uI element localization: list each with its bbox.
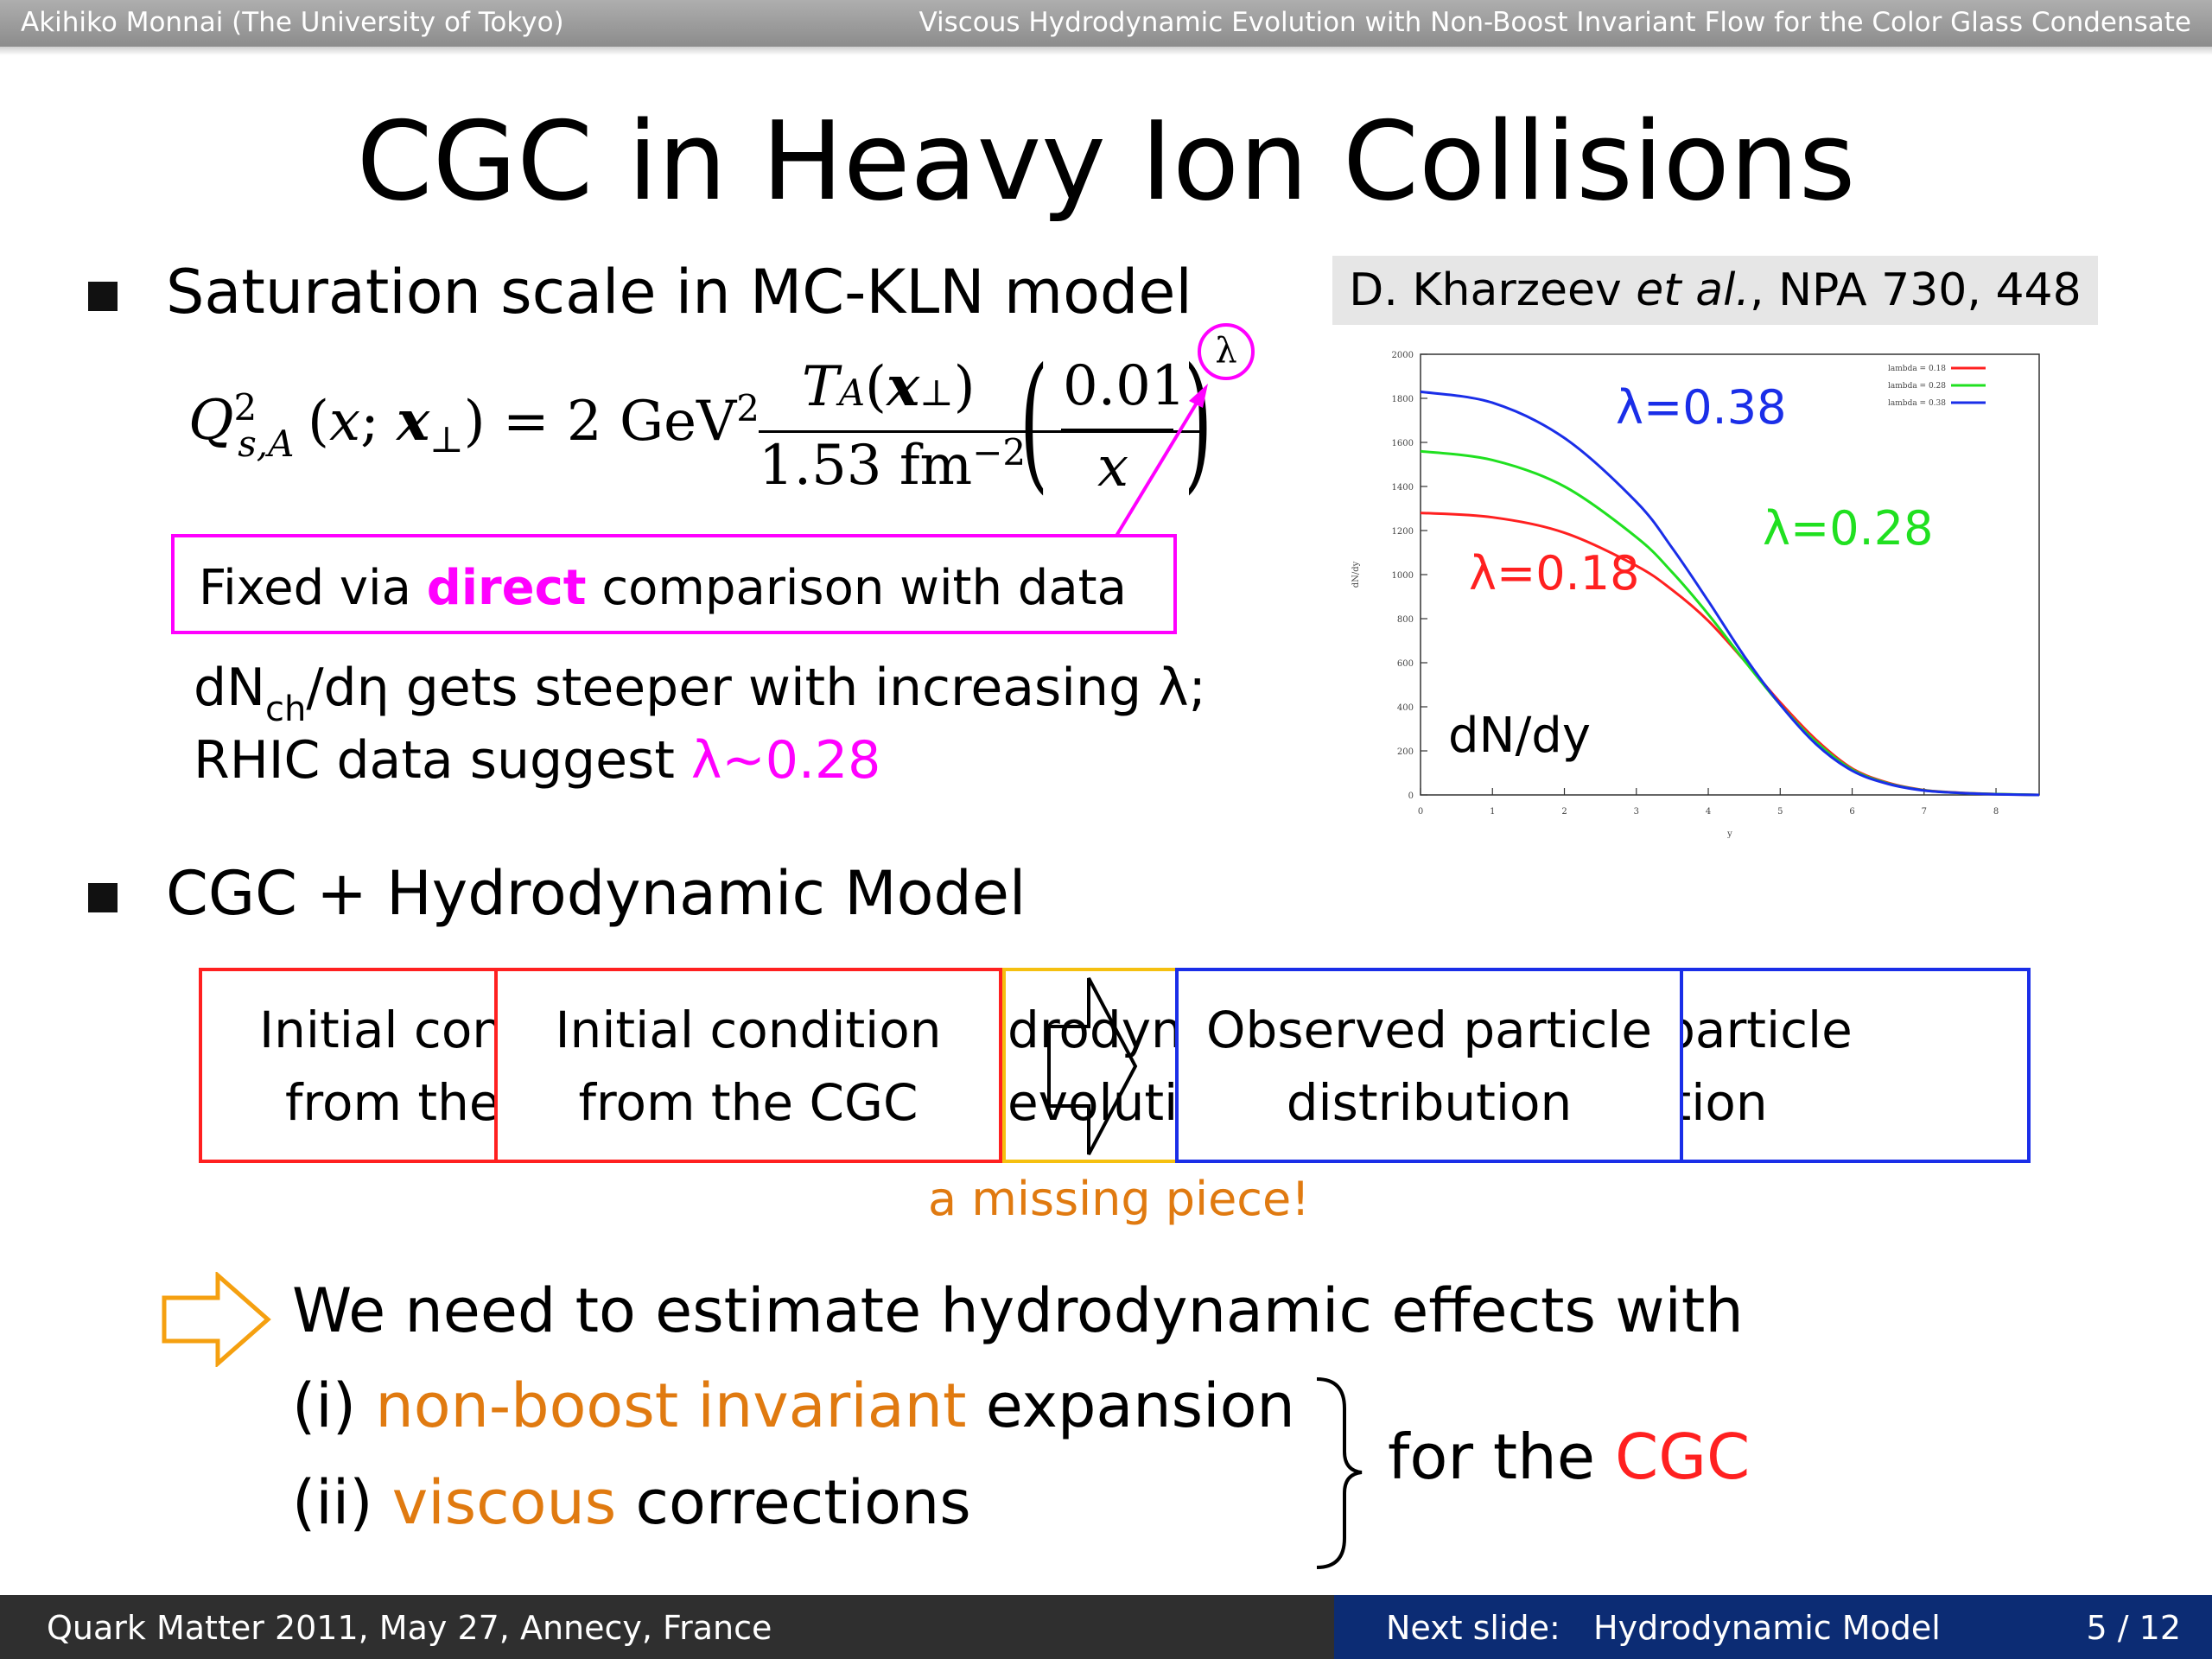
- y-tick-label: 1800: [1392, 395, 1414, 404]
- y-axis-label: dN/dy: [1351, 561, 1361, 588]
- flow-box3-line2: evoluti: [1007, 1073, 1179, 1132]
- flow-box-initial-back: Initial con from the: [199, 968, 510, 1163]
- lambda-annotation-2: λ=0.18: [1469, 546, 1639, 601]
- x-tick-label: 7: [1922, 807, 1927, 817]
- y-tick-label: 1000: [1392, 571, 1414, 581]
- x-tick-label: 2: [1561, 807, 1567, 817]
- lambda-annotation-1: λ=0.28: [1763, 501, 1933, 556]
- fixed-via-box: Fixed via direct comparison with data: [171, 534, 1177, 634]
- side-pre: for the: [1388, 1421, 1615, 1493]
- for-the-cgc: for the CGC: [1388, 1421, 1750, 1493]
- bullet-square-icon: [88, 282, 118, 311]
- flow-box-observed: Observed particle distribution: [1175, 968, 1683, 1163]
- x-tick-label: 8: [1993, 807, 1999, 817]
- header-talk-title: Viscous Hydrodynamic Evolution with Non-…: [918, 7, 2191, 38]
- footer-next-title[interactable]: Hydrodynamic Model: [1593, 1609, 1941, 1647]
- flow-box3-line1: drodyn: [1007, 1001, 1183, 1059]
- flow-arrow-icon: [1047, 977, 1138, 1155]
- conclusion-arrow-icon: [162, 1272, 271, 1367]
- reference-box: D. Kharzeev et al., NPA 730, 448: [1332, 256, 2098, 325]
- missing-piece-note: a missing piece!: [928, 1172, 1310, 1226]
- y-tick-label: 600: [1397, 659, 1414, 669]
- flow-box4-line1: Observed particle: [1205, 1001, 1653, 1059]
- rhic-text: RHIC data suggest λ~0.28: [194, 724, 880, 797]
- flow-box2-line1: Initial condition: [555, 1001, 942, 1059]
- ref-journal: , NPA 730, 448: [1750, 264, 2082, 316]
- legend-label-0: lambda = 0.18: [1888, 365, 1946, 373]
- slide-title: CGC in Heavy Ion Collisions: [356, 98, 1856, 225]
- x-tick-label: 0: [1418, 807, 1423, 817]
- fixed-highlight: direct: [426, 560, 587, 616]
- y-tick-label: 1200: [1392, 527, 1414, 537]
- y-tick-label: 1600: [1392, 439, 1414, 448]
- saturation-formula: Q2s,A (x; x⊥) = 2 GeV2 TA(x⊥) 1.53 fm−2: [188, 354, 1225, 510]
- formula-ratio: ( 0.01 x ): [1020, 337, 1213, 508]
- y-tick-label: 400: [1397, 703, 1414, 713]
- legend-label-2: lambda = 0.38: [1888, 399, 1946, 408]
- slide-header: Akihiko Monnai (The University of Tokyo)…: [0, 0, 2212, 47]
- overlay-dndy-label: dN/dy: [1448, 708, 1591, 764]
- y-tick-label: 200: [1397, 747, 1414, 757]
- footer-next-label: Next slide:: [1386, 1609, 1560, 1647]
- fixed-post: comparison with data: [586, 560, 1127, 616]
- fixed-pre: Fixed via: [199, 560, 427, 616]
- lambda-arrow: [1115, 384, 1208, 537]
- flow-diagram: Initial con from the drodyn evoluti Init…: [199, 968, 2031, 1163]
- flow-box2-line2: from the CGC: [578, 1073, 918, 1132]
- line3-post: corrections: [616, 1467, 971, 1538]
- slide-footer: Quark Matter 2011, May 27, Annecy, Franc…: [0, 1595, 2212, 1659]
- bullet-square-icon-2: [88, 883, 118, 912]
- x-tick-label: 3: [1634, 807, 1639, 817]
- x-tick-label: 5: [1777, 807, 1783, 817]
- ref-etal: et al.: [1636, 264, 1751, 316]
- flow-box1-line2: from the: [285, 1073, 500, 1132]
- lambda-annotation-0: λ=0.38: [1616, 380, 1786, 435]
- curly-brace-icon: [1316, 1377, 1363, 1569]
- steep-sub: ch: [264, 690, 307, 729]
- lambda-symbol: λ: [1215, 331, 1237, 371]
- ref-author: D. Kharzeev: [1349, 264, 1637, 316]
- x-tick-label: 1: [1490, 807, 1495, 817]
- y-tick-label: 2000: [1392, 351, 1414, 360]
- bullet-cgc-hydro: CGC + Hydrodynamic Model: [166, 858, 1027, 929]
- x-tick-label: 6: [1849, 807, 1854, 817]
- conclusion-line2: (i) non-boost invariant expansion: [292, 1370, 1295, 1441]
- y-tick-label: 1400: [1392, 483, 1414, 493]
- dndy-chart: 0 200 400 600 800 1000 1200 1400 1600 1800 2000 0 1 2…: [1351, 351, 2040, 839]
- legend-label-1: lambda = 0.28: [1888, 382, 1946, 391]
- x-tick-label: 4: [1706, 807, 1711, 817]
- line2-post: expansion: [966, 1370, 1295, 1441]
- header-shadow: [0, 47, 2212, 55]
- line2-pre: (i): [292, 1370, 376, 1441]
- line3-highlight: viscous: [391, 1467, 617, 1538]
- y-tick-label: 800: [1397, 615, 1414, 625]
- conclusion-line3: (ii) viscous corrections: [292, 1467, 971, 1538]
- header-author: Akihiko Monnai (The University of Tokyo): [21, 7, 564, 38]
- y-tick-label: 0: [1408, 791, 1414, 801]
- footer-next-panel: Next slide: Hydrodynamic Model 5 / 12: [1334, 1595, 2212, 1659]
- flow-box-initial: Initial condition from the CGC: [494, 968, 1002, 1163]
- footer-page-number: 5 / 12: [2086, 1609, 2182, 1647]
- conclusion-line1: We need to estimate hydrodynamic effects…: [292, 1275, 1744, 1346]
- line3-pre: (ii): [292, 1467, 392, 1538]
- steeper-text: dNch/dη gets steeper with increasing λ;: [194, 652, 1206, 730]
- x-axis-label: y: [1726, 830, 1732, 839]
- footer-conference: Quark Matter 2011, May 27, Annecy, Franc…: [47, 1609, 772, 1647]
- bullet-saturation-scale: Saturation scale in MC-KLN model: [166, 257, 1192, 327]
- steep-b: /dη gets steeper with increasing λ;: [306, 658, 1206, 718]
- lambda-circle: λ: [1198, 323, 1255, 380]
- steep-a: dN: [194, 658, 265, 718]
- flow-box1-line1: Initial con: [259, 1001, 505, 1059]
- rhic-value: λ~0.28: [690, 730, 881, 791]
- side-highlight: CGC: [1614, 1421, 1751, 1493]
- line2-highlight: non-boost invariant: [375, 1370, 967, 1441]
- flow-box4-line2: distribution: [1286, 1073, 1573, 1132]
- rhic-pre: RHIC data suggest: [194, 730, 691, 791]
- series-line-2: [1420, 390, 2040, 797]
